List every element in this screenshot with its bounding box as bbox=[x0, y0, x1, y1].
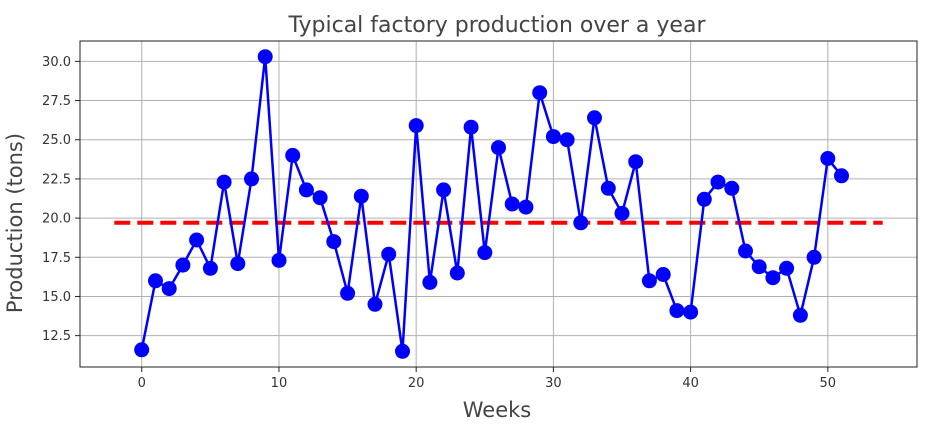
production-data-point bbox=[189, 232, 205, 248]
y-tick-label: 22.5 bbox=[42, 172, 71, 187]
production-data-point bbox=[724, 180, 740, 196]
production-data-point bbox=[491, 140, 506, 156]
production-series-line bbox=[140, 55, 843, 353]
production-data-point bbox=[545, 129, 561, 145]
plot-frame bbox=[79, 40, 918, 368]
production-data-point bbox=[655, 267, 671, 282]
x-tick-label: 0 bbox=[138, 376, 146, 391]
x-axis-label: Weeks bbox=[463, 398, 531, 422]
production-data-point bbox=[806, 249, 822, 265]
production-data-point bbox=[340, 285, 356, 301]
y-tick-label: 20.0 bbox=[42, 212, 71, 227]
production-data-point bbox=[244, 171, 259, 187]
production-data-point bbox=[738, 243, 753, 259]
series-layer bbox=[114, 49, 883, 359]
production-data-point bbox=[614, 205, 630, 221]
production-data-point bbox=[600, 180, 616, 196]
production-data-point bbox=[559, 132, 575, 148]
y-tick-label: 17.5 bbox=[42, 251, 71, 266]
x-tick-label: 50 bbox=[820, 376, 837, 391]
production-data-point bbox=[628, 154, 644, 170]
production-data-point bbox=[257, 49, 273, 65]
production-data-point bbox=[271, 252, 287, 268]
production-data-point bbox=[367, 296, 383, 312]
production-data-point bbox=[820, 151, 836, 166]
production-data-point bbox=[216, 174, 232, 190]
production-data-point bbox=[779, 260, 795, 276]
production-data-point bbox=[285, 147, 301, 163]
production-data-point bbox=[312, 190, 328, 206]
production-data-point bbox=[395, 343, 410, 359]
production-data-point bbox=[751, 259, 767, 275]
production-data-point bbox=[696, 191, 712, 207]
x-tick-label: 20 bbox=[408, 376, 425, 391]
production-data-point bbox=[477, 245, 493, 261]
production-data-point bbox=[408, 118, 424, 134]
production-data-point bbox=[436, 182, 452, 198]
production-data-point bbox=[202, 260, 218, 276]
production-data-point bbox=[381, 246, 397, 262]
production-data-point bbox=[834, 168, 849, 184]
production-data-point bbox=[641, 273, 657, 289]
y-tick-label: 30.0 bbox=[42, 55, 71, 70]
production-data-point bbox=[175, 257, 191, 273]
x-tick-label: 40 bbox=[682, 376, 699, 391]
y-tick-label: 25.0 bbox=[42, 133, 71, 148]
production-data-point bbox=[161, 281, 177, 297]
x-tick-label: 30 bbox=[545, 376, 562, 391]
grid bbox=[80, 41, 917, 367]
production-data-point bbox=[765, 270, 781, 286]
production-data-point bbox=[326, 234, 342, 250]
production-data-point bbox=[134, 342, 150, 358]
chart-title: Typical factory production over a year bbox=[288, 13, 707, 38]
production-data-point bbox=[573, 215, 589, 231]
production-data-point bbox=[792, 307, 808, 323]
production-data-point bbox=[353, 188, 369, 204]
production-data-point bbox=[449, 265, 465, 281]
y-axis-label: Production (tons) bbox=[3, 133, 27, 313]
production-data-point bbox=[504, 196, 520, 212]
production-data-point bbox=[669, 303, 685, 319]
production-data-point bbox=[148, 273, 163, 289]
production-data-point bbox=[518, 199, 534, 215]
production-data-point bbox=[587, 110, 602, 126]
y-tick-label: 15.0 bbox=[42, 290, 71, 305]
y-tick-label: 27.5 bbox=[42, 94, 71, 109]
ticks: 0 10 20 30 40 50 12.5 15.0 17.5 20.0 22.5 25.0 27.5 3… bbox=[42, 55, 836, 391]
production-data-point bbox=[683, 304, 699, 320]
production-data-point bbox=[298, 182, 314, 198]
production-data-point bbox=[422, 274, 438, 290]
production-data-point bbox=[532, 85, 548, 101]
x-tick-label: 10 bbox=[271, 376, 288, 391]
production-data-point bbox=[230, 256, 246, 272]
production-data-point bbox=[710, 174, 726, 190]
production-data-point bbox=[463, 119, 479, 135]
y-tick-label: 12.5 bbox=[42, 329, 71, 344]
